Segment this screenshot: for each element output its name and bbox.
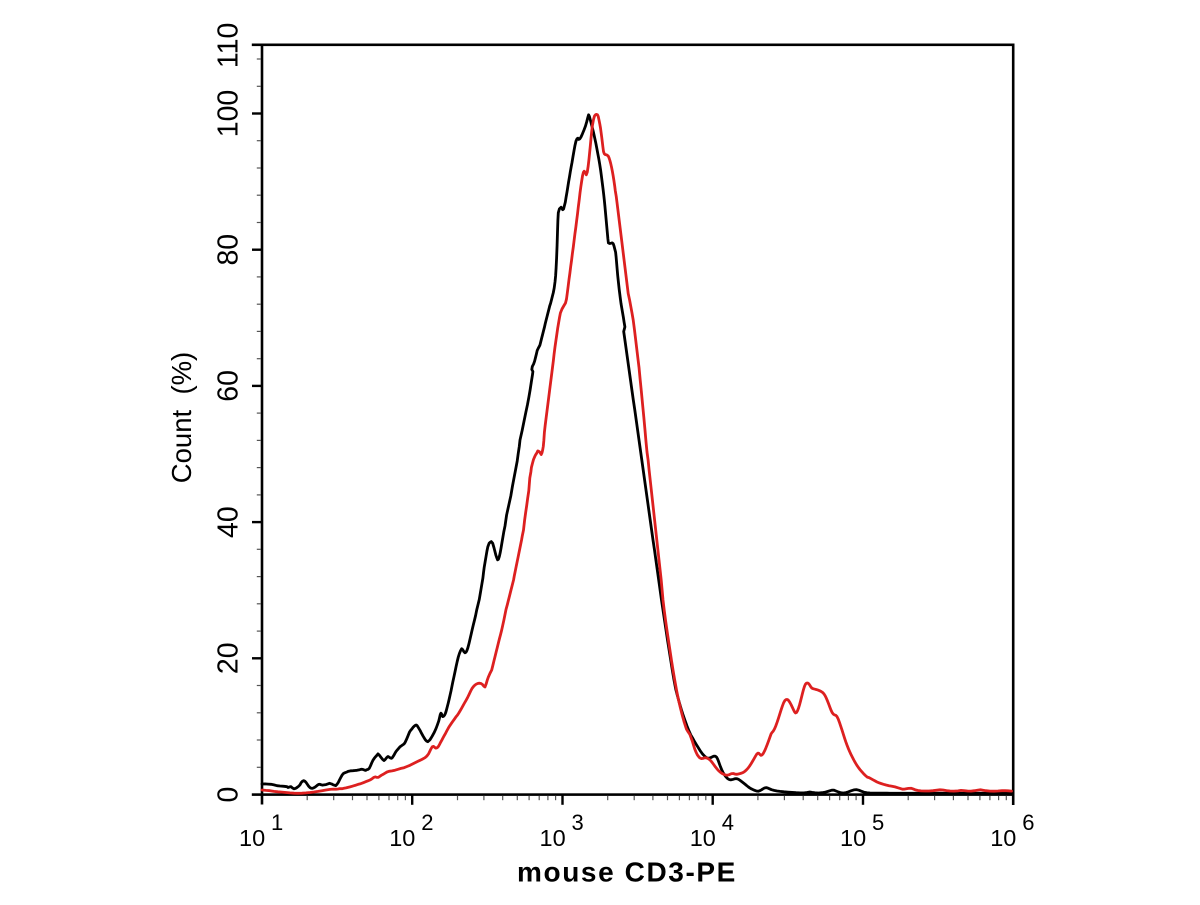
svg-text:10: 10: [540, 825, 566, 851]
svg-text:3: 3: [572, 810, 584, 835]
svg-text:20: 20: [213, 642, 245, 674]
svg-text:2: 2: [421, 810, 433, 835]
svg-text:0: 0: [213, 787, 245, 803]
svg-text:4: 4: [722, 810, 734, 835]
svg-text:10: 10: [840, 825, 866, 851]
svg-text:6: 6: [1022, 810, 1034, 835]
svg-text:60: 60: [213, 370, 245, 402]
svg-text:mouse CD3-PE: mouse CD3-PE: [517, 857, 737, 888]
svg-text:110: 110: [213, 23, 245, 68]
svg-text:10: 10: [690, 825, 716, 851]
svg-text:10: 10: [389, 825, 415, 851]
svg-text:80: 80: [213, 234, 245, 266]
svg-text:Count (%): Count (%): [166, 352, 197, 483]
svg-text:1: 1: [271, 810, 283, 835]
svg-text:10: 10: [990, 825, 1016, 851]
svg-text:5: 5: [872, 810, 884, 835]
svg-text:10: 10: [239, 825, 265, 851]
svg-text:100: 100: [213, 90, 245, 138]
svg-text:40: 40: [213, 506, 245, 538]
